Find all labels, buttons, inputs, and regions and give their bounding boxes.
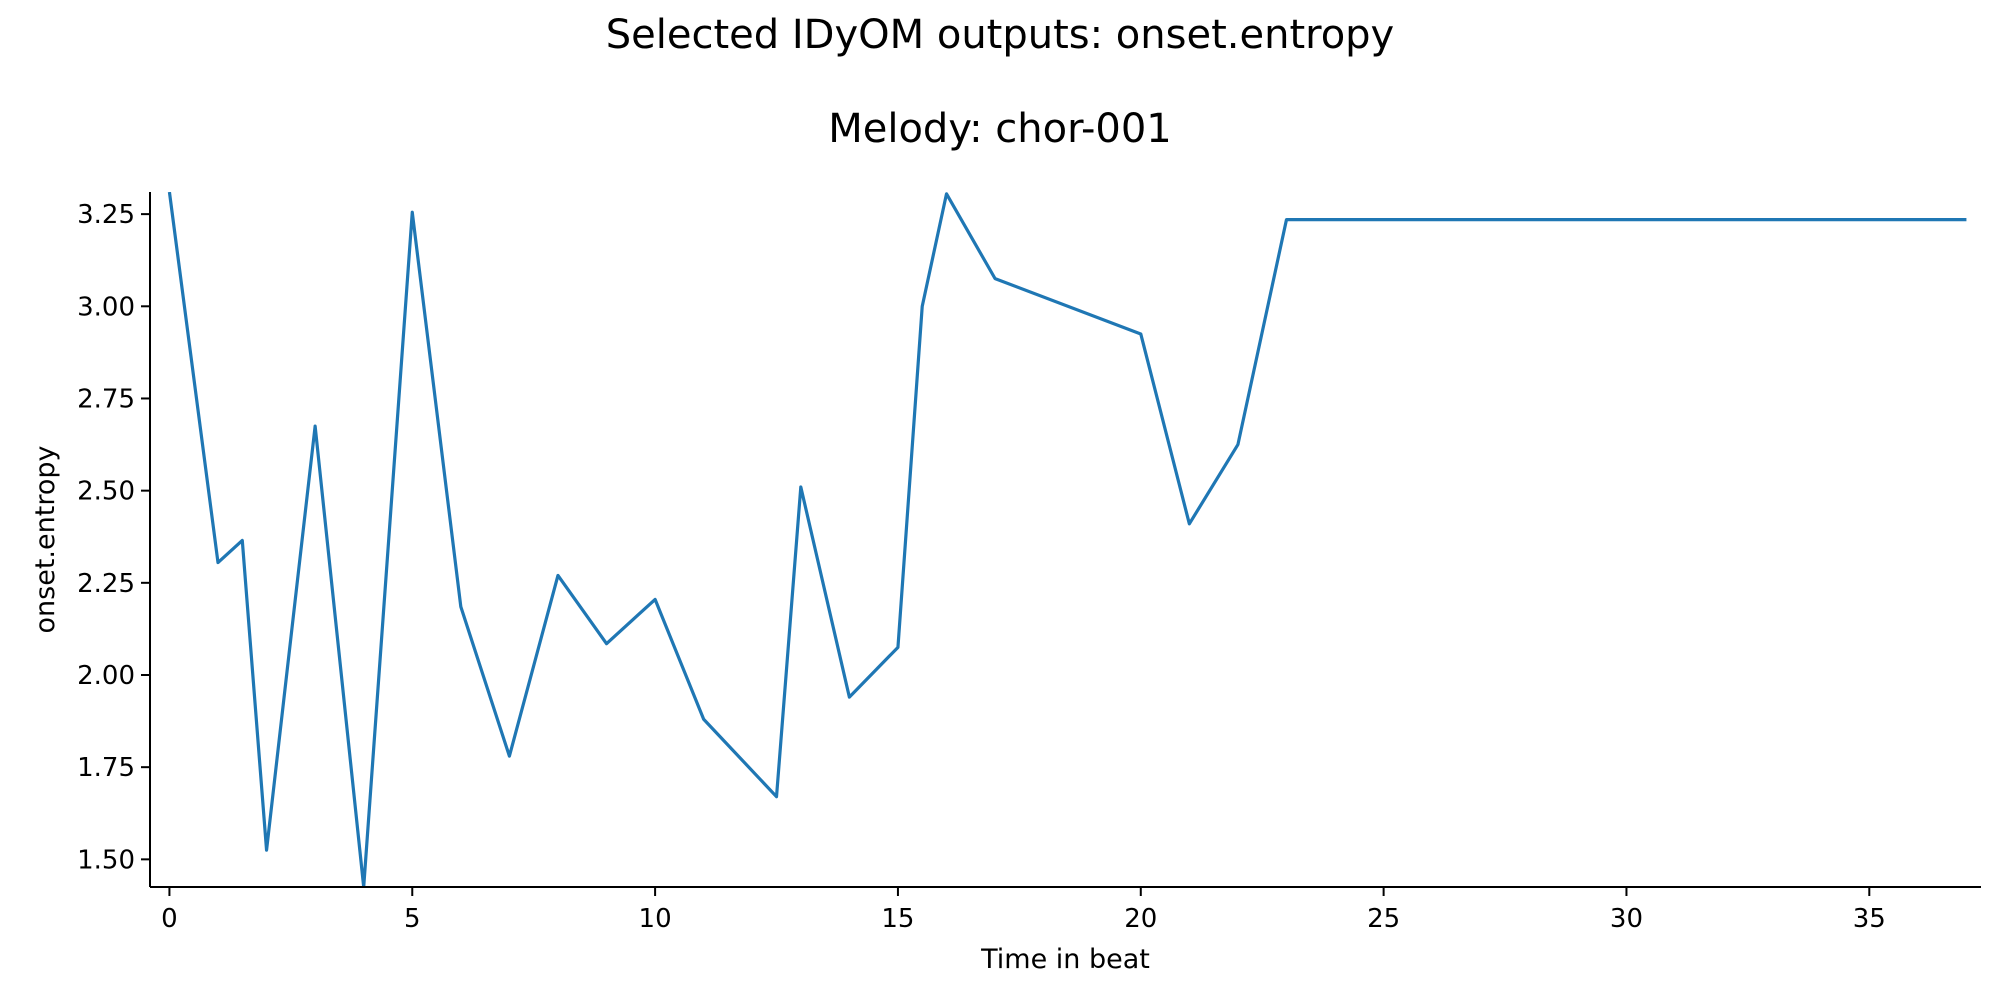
x-tick-label: 15 <box>881 904 914 934</box>
y-tick-label: 3.25 <box>77 200 135 230</box>
chart-subtitle: Melody: chor-001 <box>828 106 1172 152</box>
y-tick-label: 3.00 <box>77 292 135 322</box>
x-tick-label: 5 <box>404 904 421 934</box>
y-tick-label: 2.50 <box>77 477 135 507</box>
x-tick-label: 10 <box>639 904 672 934</box>
series-line-0 <box>167 192 1967 887</box>
y-tick-label: 1.50 <box>77 845 135 875</box>
plot-area <box>167 192 1967 887</box>
y-tick-label: 2.75 <box>77 384 135 414</box>
x-axis-label: Time in beat <box>980 944 1150 975</box>
x-tick-label: 20 <box>1124 904 1157 934</box>
chart-title: Selected IDyOM outputs: onset.entropy <box>605 12 1395 58</box>
y-tick-label: 1.75 <box>77 753 135 783</box>
x-tick-label: 25 <box>1367 904 1400 934</box>
y-tick-label: 2.25 <box>77 569 135 599</box>
y-tick-label: 2.00 <box>77 661 135 691</box>
x-tick-label: 30 <box>1610 904 1643 934</box>
x-tick-label: 35 <box>1853 904 1886 934</box>
axes: 0 5 10 15 20 25 30 35 1.50 1.75 2.00 2.25 2.50 2.75 3.… <box>77 192 1981 934</box>
y-axis-label: onset.entropy <box>30 446 61 634</box>
x-tick-label: 0 <box>161 904 178 934</box>
